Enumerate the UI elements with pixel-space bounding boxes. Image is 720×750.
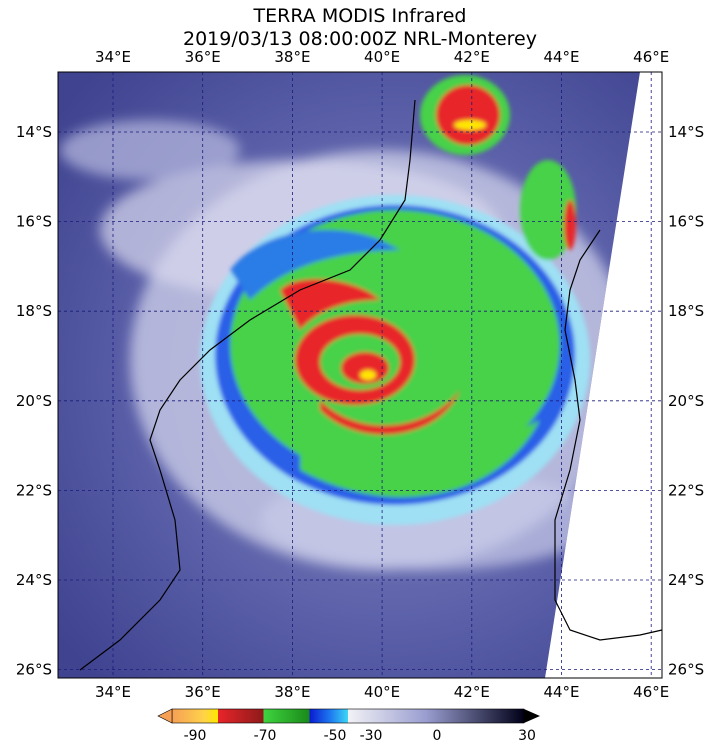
title: TERRA MODIS Infrared <box>253 5 467 27</box>
lon-label-bottom: 36°E <box>185 683 221 701</box>
lat-label-left: 24°S <box>16 571 52 589</box>
colorbar-tick-label: -90 <box>184 728 207 744</box>
ir-imagery <box>58 72 640 678</box>
colorbar-tick-label: -70 <box>254 728 277 744</box>
lat-label-left: 16°S <box>16 213 52 231</box>
lat-label-right: 24°S <box>668 571 704 589</box>
graticule <box>58 72 662 678</box>
lat-label-left: 22°S <box>16 481 52 499</box>
lon-label-top: 42°E <box>454 48 490 66</box>
colorbar-high-arrow <box>524 709 540 723</box>
coastline <box>79 99 416 671</box>
subtitle: 2019/03/13 08:00:00Z NRL-Monterey <box>183 28 537 50</box>
lat-label-left: 26°S <box>16 661 52 679</box>
lon-label-top: 38°E <box>274 48 310 66</box>
lat-label-right: 18°S <box>668 302 704 320</box>
lon-label-bottom: 44°E <box>543 683 579 701</box>
coastline-madagascar <box>554 229 663 641</box>
lon-label-top: 36°E <box>185 48 221 66</box>
lon-label-top: 44°E <box>543 48 579 66</box>
lon-label-top: 46°E <box>633 48 669 66</box>
lat-label-right: 20°S <box>668 392 704 410</box>
lat-label-left: 20°S <box>16 392 52 410</box>
colorbar-tick-label: -50 <box>324 728 347 744</box>
lat-label-right: 22°S <box>668 481 704 499</box>
colorbar-tick-label: 0 <box>433 728 442 744</box>
lon-label-bottom: 46°E <box>633 683 669 701</box>
lon-label-bottom: 42°E <box>454 683 490 701</box>
colorbar-tick-label: 30 <box>518 728 536 744</box>
lon-label-bottom: 40°E <box>364 683 400 701</box>
lat-label-left: 14°S <box>16 123 52 141</box>
lat-label-right: 16°S <box>668 213 704 231</box>
lon-label-top: 34°E <box>95 48 131 66</box>
colorbar <box>171 708 525 724</box>
colorbar-low-arrow <box>157 708 173 724</box>
lon-label-bottom: 38°E <box>274 683 310 701</box>
lat-label-right: 26°S <box>668 661 704 679</box>
lon-label-bottom: 34°E <box>95 683 131 701</box>
lat-label-left: 18°S <box>16 302 52 320</box>
lon-label-top: 40°E <box>364 48 400 66</box>
colorbar-tick-label: -30 <box>360 728 383 744</box>
lat-label-right: 14°S <box>668 123 704 141</box>
map-frame <box>57 71 663 679</box>
